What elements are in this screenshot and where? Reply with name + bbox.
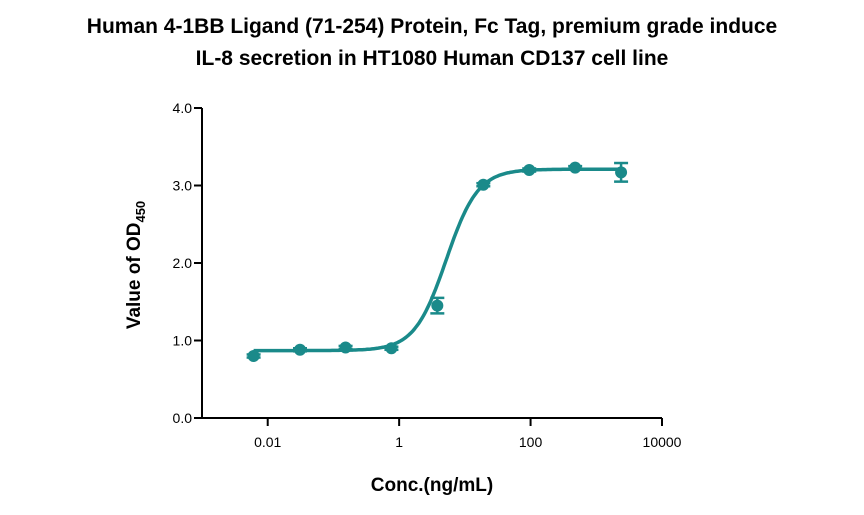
data-point	[247, 350, 260, 362]
y-tick-label: 3.0	[173, 178, 193, 194]
y-tick-label: 4.0	[173, 100, 193, 116]
x-tick-label: 100	[519, 434, 543, 450]
data-point	[569, 161, 582, 174]
axes: 0.0 1.0 2.0 3.0 4.0 0.01 1 100 10000	[173, 100, 682, 450]
chart-title-line-2: IL-8 secretion in HT1080 Human CD137 cel…	[195, 47, 669, 70]
x-tick-label: 0.01	[254, 434, 281, 450]
data-point	[294, 343, 307, 356]
data-point	[615, 166, 628, 179]
data-point	[477, 178, 490, 191]
y-tick-label: 0.0	[173, 410, 193, 426]
chart-title-line-1: Human 4-1BB Ligand (71-254) Protein, Fc …	[86, 15, 778, 38]
x-tick-label: 10000	[643, 434, 682, 450]
x-axis-title: Conc.(ng/mL)	[371, 475, 493, 496]
y-axis-title-subscript: 450	[133, 201, 148, 223]
data-point	[523, 164, 536, 176]
data-points-layer	[246, 161, 629, 362]
y-tick-label: 1.0	[173, 333, 193, 349]
fit-curve	[253, 167, 622, 353]
data-point	[385, 342, 398, 355]
data-point	[339, 341, 352, 354]
y-axis-title: Value of OD450	[124, 201, 148, 329]
fit-curve-layer	[253, 167, 622, 353]
data-point	[431, 299, 444, 312]
x-tick-label: 1	[395, 434, 403, 450]
y-tick-label: 2.0	[173, 255, 193, 271]
y-axis-title-main: Value of OD	[124, 223, 145, 330]
